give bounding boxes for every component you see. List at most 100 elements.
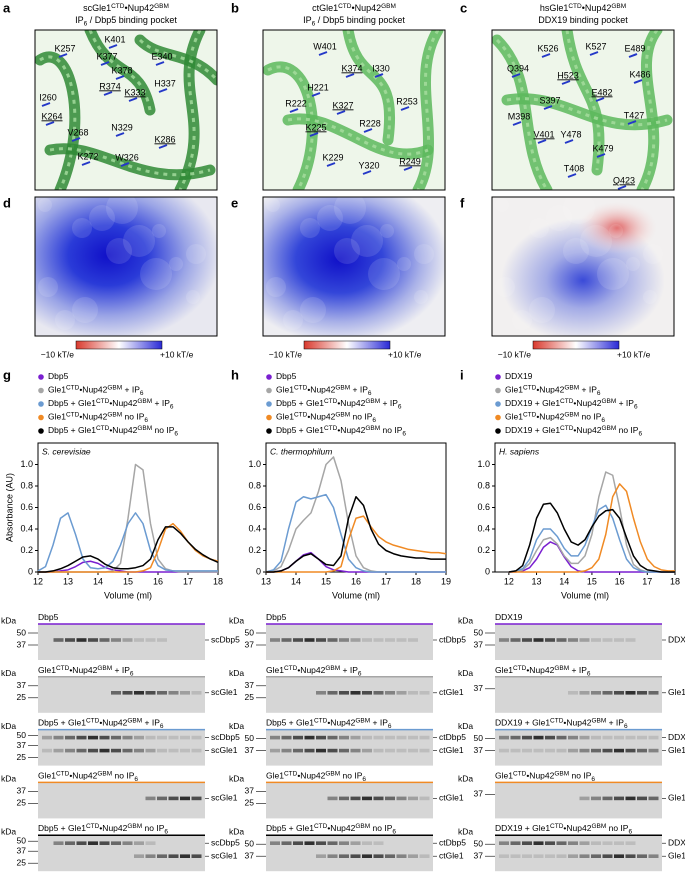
gel-band (157, 638, 167, 642)
x-tick-label: 12 (33, 576, 43, 586)
gel-band (614, 735, 624, 740)
text-run: GBM (355, 717, 370, 724)
gel-marker: 50 (17, 627, 27, 637)
gel-band (53, 638, 64, 642)
colorbar-label: +10 kT/e (617, 349, 651, 359)
gel (266, 835, 433, 872)
text-run: GBM (107, 411, 122, 418)
gel-band (602, 691, 613, 695)
helix-highlight (565, 30, 601, 171)
gel-title: Dbp5 (38, 612, 59, 622)
text-run: CTD (96, 425, 110, 432)
surface-bump (106, 238, 132, 264)
text-run: CTD (56, 665, 70, 672)
gel-band (304, 748, 315, 753)
surface-bump (72, 297, 98, 323)
gel-band (419, 748, 430, 753)
panel-title: scGle1CTD•Nup42GBM (83, 3, 169, 14)
gel-band (76, 841, 87, 845)
structure-cartoon (35, 30, 217, 190)
gel-title: Dbp5 + Gle1CTD•Nup42GBM + IP6 (38, 717, 164, 730)
gel-unit: kDa (1, 615, 16, 625)
side-chain (537, 139, 547, 144)
plot-frame (494, 442, 676, 573)
gel-band (568, 854, 578, 858)
residue-label: K377 (96, 51, 117, 61)
text-run: GBM (591, 717, 606, 724)
side-chain (158, 144, 168, 149)
surface-frame (262, 196, 446, 337)
legend-marker (38, 374, 44, 380)
legend-marker (38, 401, 44, 407)
gel-band (270, 638, 280, 642)
legend-marker (266, 414, 272, 421)
gel-band (637, 735, 647, 740)
text-run: GBM (325, 665, 340, 672)
side-chain (309, 132, 319, 137)
text-run: GBM (127, 823, 142, 830)
panel-letter: e (231, 195, 238, 210)
text-run: Dbp5 + Gle1 (38, 823, 86, 833)
gel-band (111, 691, 121, 695)
gel-band (614, 748, 624, 753)
surface-bump (546, 205, 572, 231)
gel-band (99, 735, 110, 740)
text-run: + IP (142, 718, 160, 728)
text-run: •Nup42 (307, 412, 335, 422)
y-tick-label: 0 (485, 566, 490, 576)
text-run: •Nup42 (526, 771, 554, 781)
text-run: •Nup42 (563, 823, 591, 833)
surface-bump (609, 224, 623, 238)
gel-band (625, 841, 636, 845)
text-run: CTD (513, 770, 527, 777)
gel-band (191, 748, 202, 753)
gel-band (339, 841, 349, 845)
gel-band (408, 854, 418, 858)
trace (38, 463, 218, 573)
gel-band (122, 735, 133, 740)
text-run: / Dbp5 binding pocket (87, 15, 177, 25)
gel-title: Gle1CTD•Nup42GBM + IP6 (38, 665, 134, 678)
y-axis-label: Absorbance (AU) (4, 473, 14, 542)
text-run: 6 (164, 828, 168, 835)
gel-band (408, 796, 418, 801)
gel-band (373, 841, 384, 845)
gel-band (65, 638, 75, 642)
gel-band (350, 841, 361, 845)
gel-band (637, 796, 647, 801)
surface-bump (317, 205, 343, 231)
residue-label: K374 (341, 63, 362, 73)
colorbar-label: −10 kT/e (41, 349, 75, 359)
gel-band (373, 748, 384, 753)
text-run: •Nup42 (526, 665, 554, 675)
text-run: GBM (554, 770, 569, 777)
text-run: GBM (381, 3, 396, 10)
gel-band (373, 796, 384, 801)
trace (508, 471, 675, 573)
text-run: •Nup42 (79, 412, 107, 422)
legend-marker (495, 414, 501, 421)
legend-marker (266, 401, 272, 407)
trace (265, 493, 446, 573)
gel-band (408, 748, 418, 753)
gel-band (327, 748, 338, 753)
surface-bump (563, 238, 589, 264)
gel-band (396, 854, 407, 858)
gel-band (591, 748, 601, 753)
surface-frame (34, 196, 218, 337)
x-tick-label: 13 (63, 576, 73, 586)
gel-marker: 25 (17, 857, 27, 867)
text-run: GBM (564, 411, 579, 418)
band-label: DDX19 (668, 732, 685, 742)
text-run: Dbp5 + Gle1 (38, 718, 86, 728)
side-chain (108, 44, 118, 49)
text-run: 6 (368, 390, 372, 397)
y-tick-label: 0.6 (20, 502, 33, 512)
helix-highlight (506, 97, 668, 127)
gel-band (385, 748, 395, 753)
gel-band (350, 691, 361, 695)
species-label: C. thermophilum (270, 446, 332, 456)
band-label: scDbp5 (211, 732, 240, 742)
legend-marker (495, 401, 501, 407)
